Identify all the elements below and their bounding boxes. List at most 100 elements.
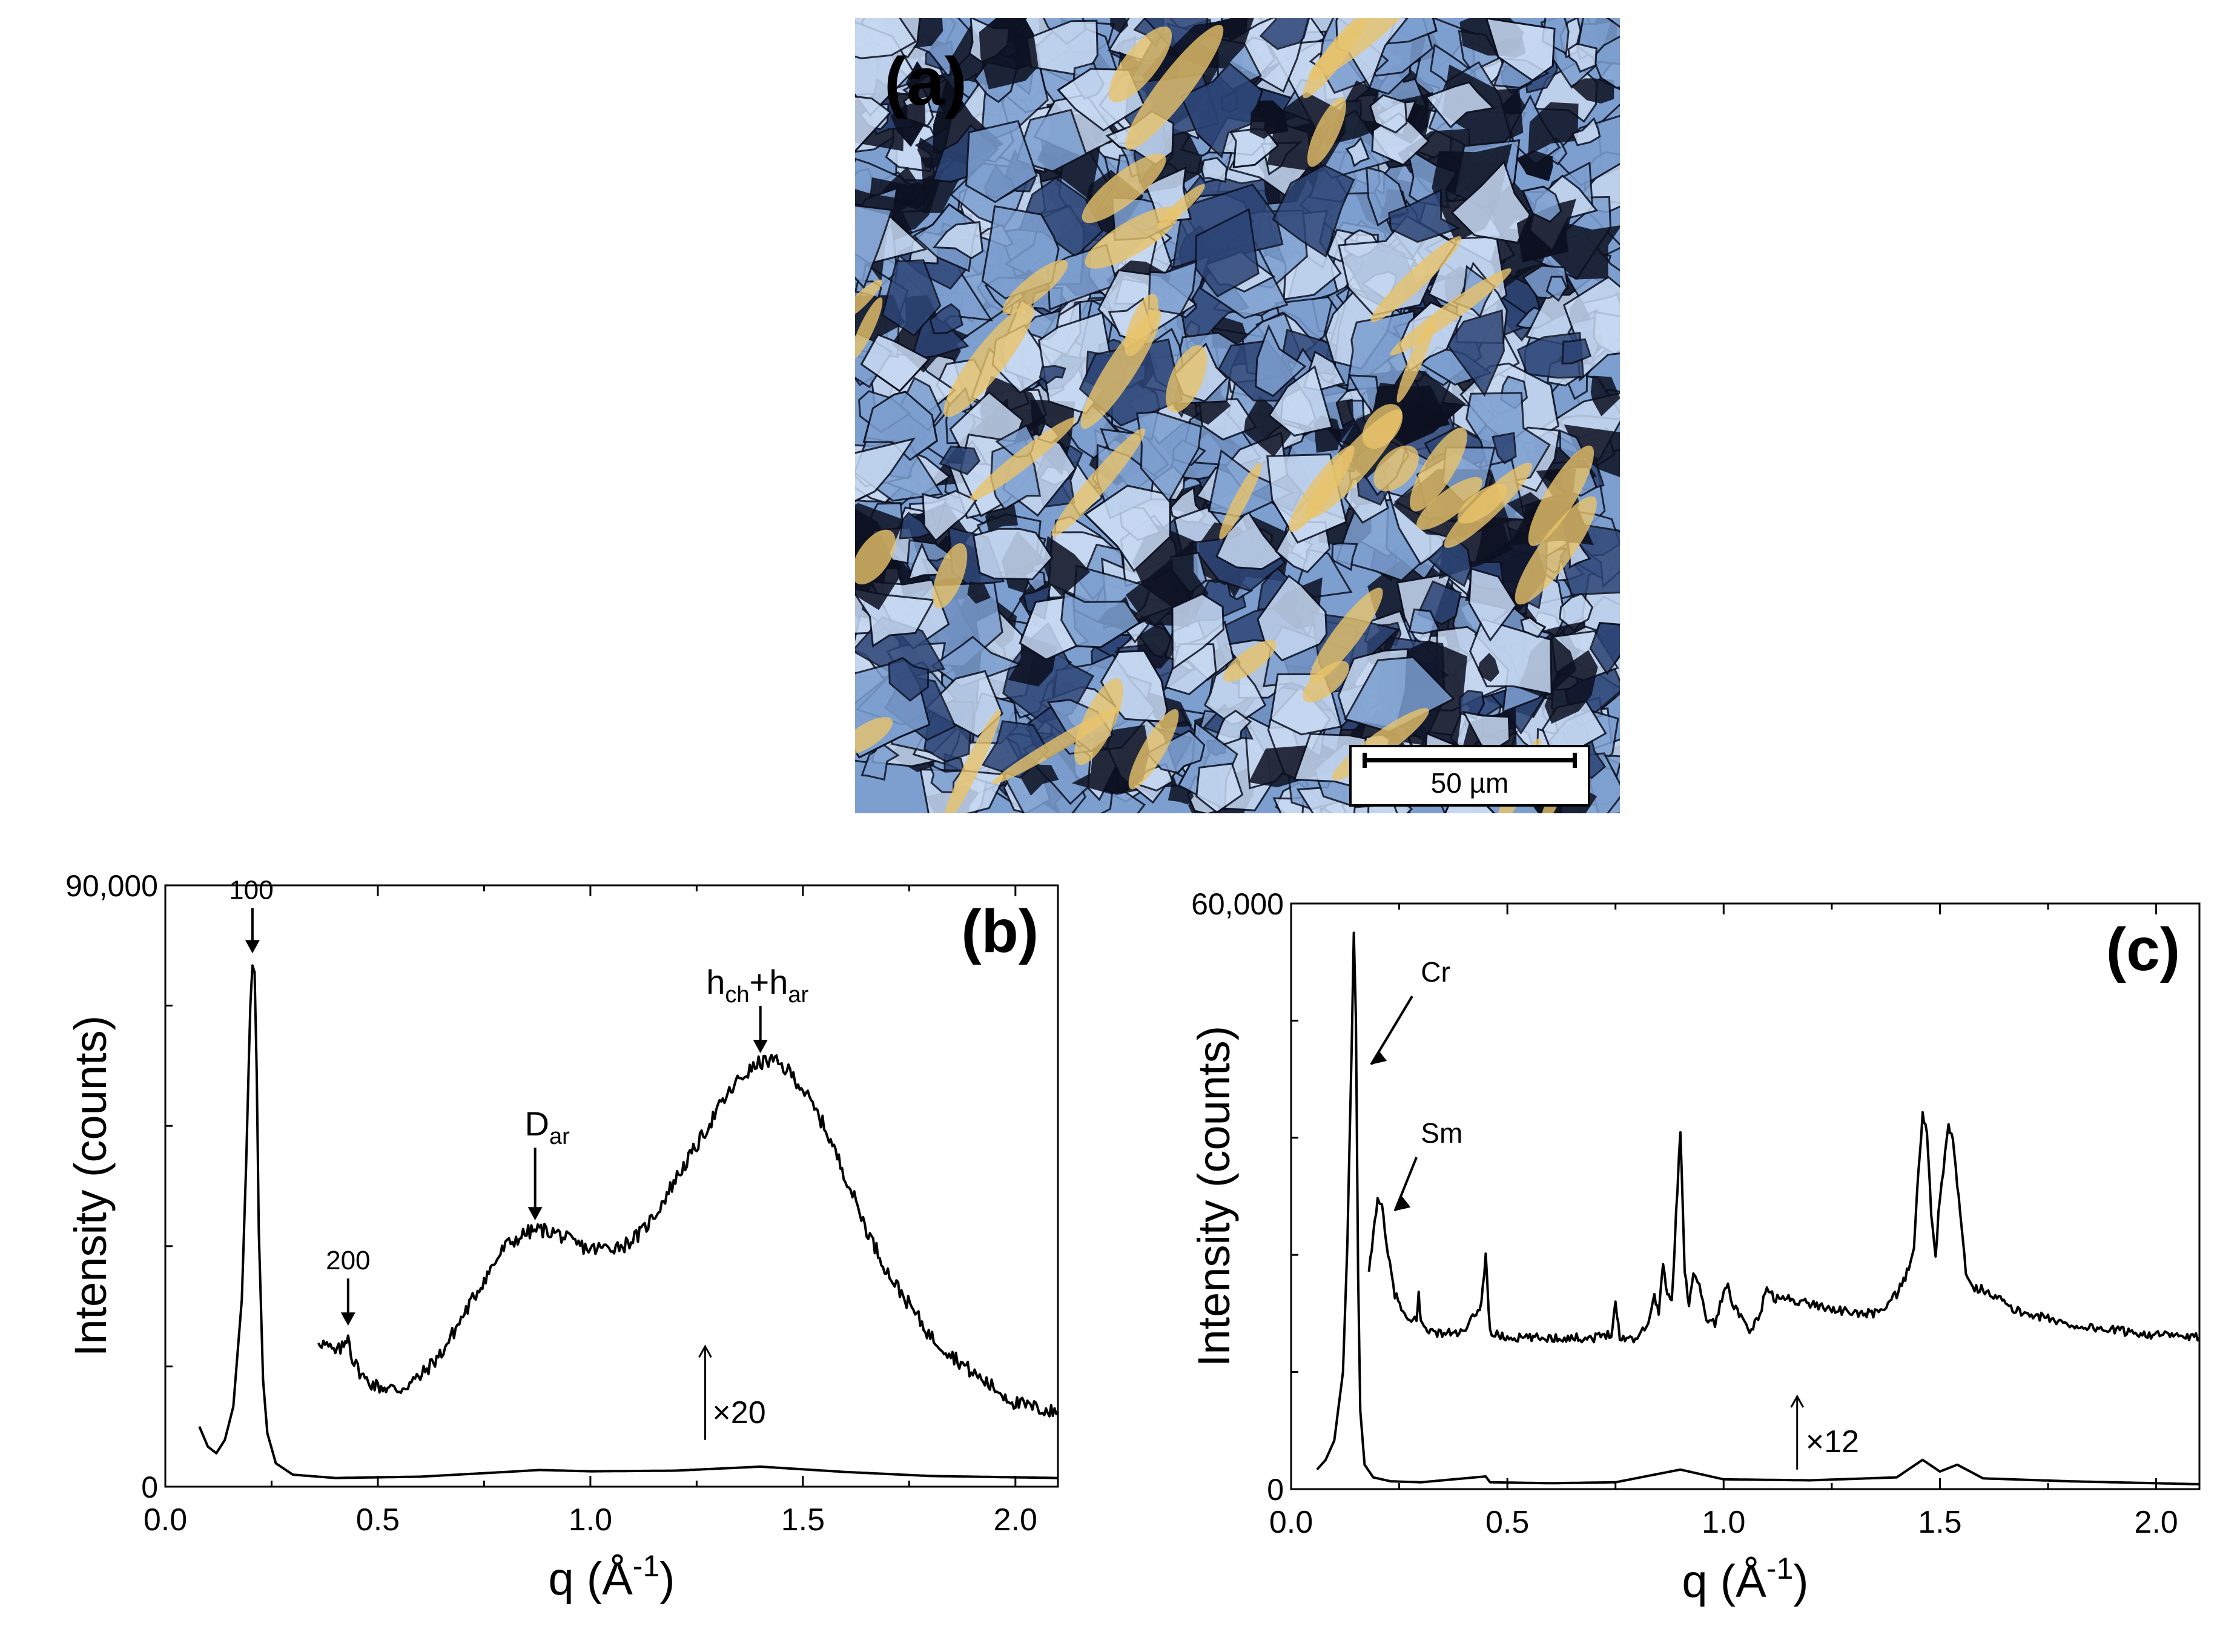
texture-yellow-lath: [855, 529, 896, 585]
texture-domain: [922, 490, 977, 543]
texture-yellow-lath: [1082, 153, 1166, 223]
texture-domain: [1268, 365, 1333, 437]
texture-yellow-lath: [855, 717, 893, 755]
texture-domain: [1346, 309, 1415, 391]
texture-domain: [1347, 374, 1379, 416]
panel-label: (b): [961, 897, 1039, 965]
chart-panel-c: 0.0 0.5 1.0 1.5 2.0 0 60,000 q (Å-1) Intensity (…: [1189, 887, 2201, 1607]
texture-yellow-lath: [1125, 25, 1224, 150]
texture-domain: [1450, 160, 1531, 244]
x-tick-label: 0.5: [1485, 1505, 1529, 1540]
micrograph-texture: [855, 18, 1620, 813]
texture-yellow-lath: [1289, 445, 1355, 532]
texture-yellow-lath: [1223, 639, 1277, 682]
texture-domain: [1369, 94, 1408, 134]
texture-yellow-lath: [855, 297, 883, 360]
texture-domain: [979, 18, 1039, 90]
x-tick-label: 1.5: [1918, 1505, 1961, 1540]
x-axis-label: q (Å-1): [548, 1549, 675, 1605]
multiplier-arrow-head: [698, 1344, 712, 1358]
arrow-hch-har-head: [753, 1040, 768, 1054]
texture-domain: [1590, 375, 1620, 417]
texture-domain: [890, 100, 926, 147]
texture-yellow-lath: [1444, 463, 1533, 548]
texture-yellow-lath: [970, 417, 1077, 501]
texture-domain: [1427, 535, 1472, 587]
x-tick-label: 2.0: [994, 1502, 1037, 1538]
arrow-100-head: [245, 940, 260, 954]
y-axis-label: Intensity (counts): [65, 1016, 116, 1356]
texture-domain: [1272, 164, 1355, 258]
texture-domain: [855, 204, 893, 289]
x-tick-label: 0.5: [356, 1502, 400, 1538]
texture-domain: [1567, 42, 1597, 73]
texture-domain: [855, 95, 892, 153]
texture-domain: [1136, 411, 1203, 503]
texture-yellow-lath: [943, 304, 1034, 417]
texture-domain: [967, 581, 991, 604]
texture-yellow-lath: [1303, 661, 1350, 702]
x-tick-label: 0.0: [144, 1502, 187, 1538]
y-tick-label: 90,000: [65, 869, 158, 903]
peak-label-sm: Sm: [1421, 1117, 1462, 1149]
y-tick-label: 0: [141, 1470, 158, 1504]
texture-domain: [860, 333, 931, 392]
plot-frame: [164, 884, 1059, 1488]
texture-domain: [1468, 567, 1518, 642]
texture-domain: [1039, 365, 1066, 385]
texture-yellow-lath: [991, 706, 1121, 785]
texture-domain: [1485, 18, 1556, 82]
texture-domain: [881, 259, 942, 337]
texture-domain: [1215, 709, 1252, 747]
texture-domain: [965, 120, 1038, 203]
texture-domain: [928, 762, 964, 793]
texture-domain: [1589, 622, 1620, 676]
peak-label-hch-har: hch+har: [706, 963, 808, 1008]
texture-domain: [905, 61, 945, 99]
arrow-200-head: [340, 1312, 355, 1326]
texture-yellow-lath: [1051, 428, 1146, 537]
texture-domain: [1446, 309, 1505, 397]
y-tick-label: 60,000: [1191, 887, 1284, 921]
texture-domain: [1171, 593, 1224, 671]
texture-domain: [1388, 188, 1461, 243]
multiplier-label: ×12: [1806, 1424, 1859, 1459]
chart-panel-b: 0.0 0.5 1.0 1.5 2.0 0 90,000 q (Å-1) Intensity (…: [65, 869, 1059, 1605]
texture-domain: [1194, 208, 1260, 298]
arrow-sm-head: [1395, 1196, 1411, 1211]
texture-domain: [899, 512, 933, 540]
texture-yellow-lath: [1309, 587, 1383, 683]
texture-domain: [1331, 542, 1358, 572]
texture-domain: [939, 445, 980, 475]
texture-yellow-lath: [1396, 316, 1436, 403]
texture-domain: [1200, 157, 1228, 183]
peak-label-200: 200: [326, 1246, 370, 1275]
texture-domain: [1561, 338, 1592, 365]
scale-bar-label: 50 µm: [1430, 767, 1509, 799]
texture-domain: [1520, 616, 1547, 638]
x-tick-label: 0.0: [1269, 1505, 1313, 1540]
panel-label: (c): [2106, 916, 2180, 983]
x-axis-label: q (Å-1): [1682, 1551, 1808, 1607]
texture-domain: [932, 221, 984, 260]
texture-domain: [1345, 136, 1370, 168]
peak-label-100: 100: [229, 875, 273, 905]
texture-yellow-lath: [1158, 183, 1205, 229]
texture-domain: [1516, 199, 1576, 263]
texture-domain: [1195, 762, 1244, 813]
texture-yellow-lath: [1166, 345, 1208, 413]
texture-domain: [1545, 276, 1568, 302]
texture-domain: [1259, 18, 1310, 50]
texture-yellow-lath: [942, 709, 1001, 813]
x-tick-label: 2.0: [2134, 1505, 2178, 1540]
multiplier-label: ×20: [712, 1395, 765, 1430]
texture-domain: [929, 303, 963, 334]
texture-yellow-lath: [1085, 206, 1180, 269]
series-line-scaled: [317, 1054, 1059, 1418]
scale-bar: 50 µm: [1349, 745, 1590, 807]
texture-domain: [888, 656, 930, 702]
texture-domain: [1110, 18, 1129, 34]
texture-yellow-lath: [1416, 477, 1482, 530]
texture-yellow-lath: [855, 279, 882, 323]
texture-domain: [1257, 574, 1328, 662]
